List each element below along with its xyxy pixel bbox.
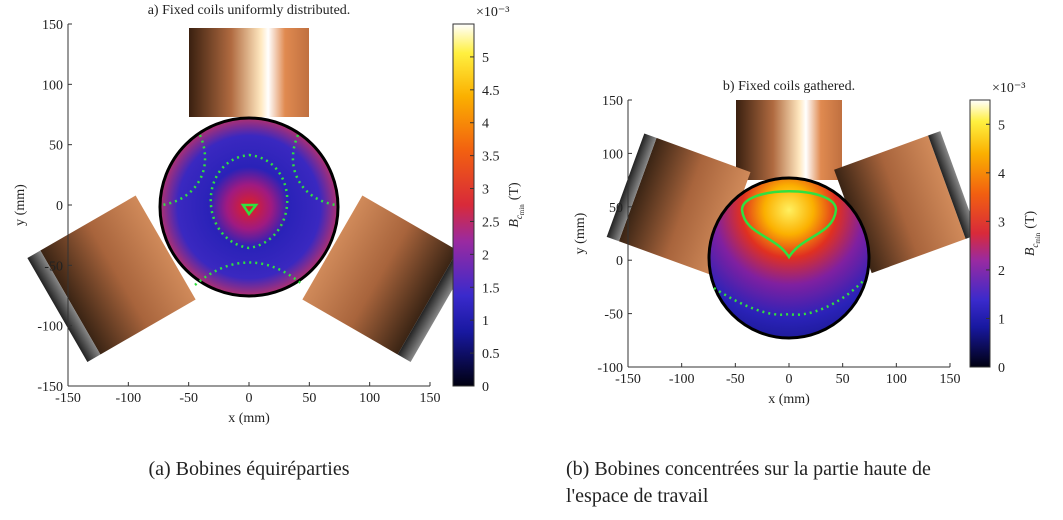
colorbar-tick-label: 4 [998,167,1005,182]
x-tick-label: 100 [359,391,380,406]
colorbar-label: Bcmin(T) [507,182,526,228]
chart-title: a) Fixed coils uniformly distributed. [148,3,351,18]
x-axis-label: x (mm) [228,411,270,426]
colorbar-label: Bcmin(T) [1023,211,1042,257]
colorbar-subsub: min [1034,232,1042,243]
colorbar-tick-label: 1.5 [482,281,500,296]
y-tick-label: -50 [44,259,63,274]
x-tick-label: -50 [179,391,198,406]
colorbar-unit: (T) [1023,211,1038,229]
y-tick-label: 50 [609,201,623,216]
colorbar-tick-label: 3 [998,215,1005,230]
panel-b-art [607,100,978,338]
colorbar-tick-label: 4 [482,117,489,132]
y-tick-label: 0 [616,254,623,269]
y-tick-label: 150 [42,18,63,33]
caption: (a) Bobines équiréparties [148,458,349,480]
y-tick-label: 150 [602,94,623,109]
colorbar-tick-label: 3.5 [482,150,500,165]
colorbar-tick-label: 4.5 [482,84,500,99]
colorbar-tick-label: 0 [998,361,1005,376]
colorbar-tick-label: 2 [998,264,1005,279]
colorbar-tick-label: 3 [482,183,489,198]
colorbar-tick-label: 0.5 [482,347,500,362]
colorbar-scale: ×10⁻³ [476,5,509,20]
x-tick-label: -100 [115,391,141,406]
colorbar-tick-label: 1 [482,314,489,329]
x-tick-label: 0 [786,372,793,387]
panel-a-art [27,28,470,362]
x-tick-label: 0 [246,391,253,406]
colorbar-tick-label: 2 [482,248,489,263]
x-tick-label: -50 [726,372,745,387]
colorbar-tick-label: 2.5 [482,215,500,230]
y-tick-label: 100 [42,78,63,93]
y-tick-label: -100 [37,320,63,335]
colorbar [453,24,474,386]
colorbar-scale: ×10⁻³ [992,81,1025,96]
y-axis-label: y (mm) [13,184,28,226]
caption: l'espace de travail [566,485,709,507]
y-tick-label: -100 [597,361,623,376]
colorbar-tick-label: 5 [998,118,1005,133]
colorbar-tick-label: 0 [482,380,489,395]
y-tick-label: 50 [49,139,63,154]
x-tick-label: 150 [420,391,441,406]
colorbar-subsub: min [518,204,526,215]
colorbar [970,100,990,367]
x-axis-label: x (mm) [768,392,810,407]
colorbar-unit: (T) [507,182,522,200]
x-tick-label: 150 [940,372,961,387]
x-tick-label: 100 [886,372,907,387]
x-tick-label: -100 [669,372,695,387]
colorbar-tick-label: 1 [998,312,1005,327]
x-tick-label: 50 [836,372,850,387]
y-tick-label: 100 [602,147,623,162]
y-tick-label: -50 [604,308,623,323]
y-axis-label: y (mm) [573,212,588,254]
y-tick-label: 0 [56,199,63,214]
colorbar-tick-label: 5 [482,51,489,66]
chart-title: b) Fixed coils gathered. [723,79,855,94]
x-tick-label: 50 [302,391,316,406]
caption: (b) Bobines concentrées sur la partie ha… [566,458,931,480]
y-tick-label: -150 [37,380,63,395]
figure: -150-100-50050100150-150-100-50050100150… [0,0,1063,515]
